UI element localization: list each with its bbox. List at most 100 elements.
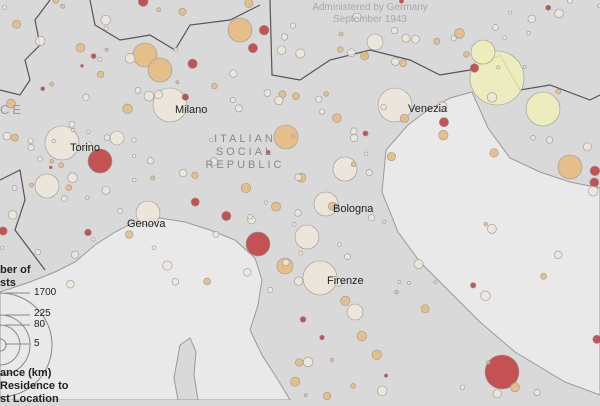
location-marker[interactable]: [294, 173, 302, 181]
location-marker[interactable]: [85, 195, 90, 200]
location-marker[interactable]: [328, 201, 337, 211]
location-marker[interactable]: [350, 127, 358, 135]
location-marker[interactable]: [407, 281, 411, 285]
location-marker[interactable]: [298, 250, 304, 256]
location-marker[interactable]: [82, 93, 90, 101]
location-marker[interactable]: [589, 177, 600, 188]
location-marker[interactable]: [234, 104, 243, 113]
location-marker[interactable]: [496, 65, 501, 70]
location-marker[interactable]: [65, 184, 73, 192]
location-marker[interactable]: [484, 354, 520, 390]
location-marker[interactable]: [377, 87, 413, 123]
location-marker[interactable]: [258, 24, 270, 36]
location-marker[interactable]: [470, 39, 496, 65]
location-marker[interactable]: [191, 171, 199, 179]
location-marker[interactable]: [134, 87, 142, 94]
location-marker[interactable]: [66, 280, 75, 289]
location-marker[interactable]: [401, 33, 411, 43]
location-marker[interactable]: [366, 33, 384, 51]
location-marker[interactable]: [450, 35, 457, 42]
location-marker[interactable]: [70, 250, 80, 259]
location-marker[interactable]: [386, 152, 396, 161]
location-marker[interactable]: [346, 48, 356, 58]
location-marker[interactable]: [97, 70, 105, 79]
location-marker[interactable]: [11, 185, 18, 191]
location-marker[interactable]: [58, 162, 65, 168]
location-marker[interactable]: [109, 130, 125, 146]
location-marker[interactable]: [247, 214, 253, 220]
location-marker[interactable]: [557, 154, 583, 180]
location-marker[interactable]: [208, 137, 214, 143]
location-marker[interactable]: [489, 148, 499, 158]
location-marker[interactable]: [80, 64, 84, 68]
location-marker[interactable]: [487, 224, 497, 234]
location-marker[interactable]: [303, 393, 308, 398]
location-marker[interactable]: [154, 90, 163, 100]
location-marker[interactable]: [274, 95, 284, 106]
location-marker[interactable]: [323, 391, 332, 400]
location-marker[interactable]: [143, 91, 154, 102]
location-marker[interactable]: [380, 104, 387, 111]
location-marker[interactable]: [7, 210, 18, 220]
location-marker[interactable]: [187, 58, 198, 69]
location-marker[interactable]: [125, 230, 134, 239]
location-marker[interactable]: [454, 28, 465, 39]
location-marker[interactable]: [411, 34, 420, 44]
location-marker[interactable]: [103, 134, 111, 141]
location-marker[interactable]: [263, 200, 269, 205]
location-marker[interactable]: [420, 304, 430, 314]
location-marker[interactable]: [227, 17, 253, 43]
location-marker[interactable]: [360, 51, 370, 61]
location-marker[interactable]: [263, 89, 272, 97]
location-marker[interactable]: [391, 57, 400, 66]
location-marker[interactable]: [0, 245, 5, 250]
location-marker[interactable]: [545, 4, 552, 11]
location-marker[interactable]: [340, 295, 351, 306]
location-marker[interactable]: [243, 268, 252, 277]
location-marker[interactable]: [289, 22, 297, 29]
location-marker[interactable]: [295, 358, 304, 367]
location-marker[interactable]: [294, 276, 304, 286]
location-marker[interactable]: [245, 231, 271, 257]
location-marker[interactable]: [101, 185, 111, 195]
location-marker[interactable]: [470, 282, 477, 289]
location-marker[interactable]: [273, 124, 299, 150]
location-marker[interactable]: [394, 290, 399, 295]
location-marker[interactable]: [137, 0, 149, 7]
location-marker[interactable]: [280, 33, 289, 41]
location-marker[interactable]: [486, 360, 491, 365]
location-marker[interactable]: [332, 113, 342, 123]
location-marker[interactable]: [211, 82, 218, 90]
location-marker[interactable]: [212, 230, 220, 238]
location-marker[interactable]: [382, 219, 387, 224]
location-marker[interactable]: [49, 81, 54, 87]
location-marker[interactable]: [276, 45, 287, 55]
location-marker[interactable]: [522, 65, 527, 69]
location-marker[interactable]: [592, 334, 600, 344]
location-marker[interactable]: [100, 14, 111, 26]
location-marker[interactable]: [337, 242, 342, 247]
location-marker[interactable]: [344, 253, 351, 261]
location-marker[interactable]: [179, 168, 188, 178]
location-marker[interactable]: [86, 141, 92, 147]
location-marker[interactable]: [492, 389, 502, 399]
location-marker[interactable]: [362, 130, 369, 137]
location-marker[interactable]: [34, 249, 41, 256]
location-marker[interactable]: [267, 287, 274, 293]
location-marker[interactable]: [181, 93, 189, 101]
location-marker[interactable]: [244, 0, 254, 8]
location-marker[interactable]: [329, 357, 335, 363]
location-marker[interactable]: [526, 31, 531, 36]
location-marker[interactable]: [132, 178, 137, 183]
location-marker[interactable]: [555, 88, 562, 95]
location-marker[interactable]: [122, 103, 133, 114]
location-marker[interactable]: [203, 277, 211, 286]
location-marker[interactable]: [44, 125, 80, 161]
location-marker[interactable]: [49, 159, 54, 164]
location-marker[interactable]: [12, 19, 21, 29]
location-marker[interactable]: [292, 222, 297, 227]
location-marker[interactable]: [433, 280, 438, 285]
location-marker[interactable]: [437, 101, 448, 112]
location-marker[interactable]: [376, 385, 388, 397]
location-marker[interactable]: [350, 383, 356, 389]
